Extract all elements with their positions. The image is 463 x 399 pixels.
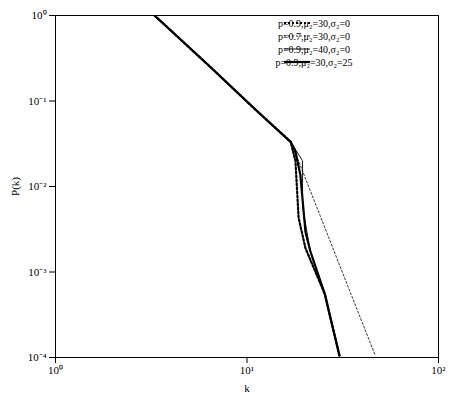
svg-text:P(k): P(k) [9, 177, 22, 196]
svg-text:k: k [244, 382, 250, 394]
svg-text:10⁰: 10⁰ [48, 364, 63, 376]
svg-text:p=0.9,μ₂=40,σ₂=0: p=0.9,μ₂=40,σ₂=0 [278, 44, 350, 55]
svg-text:10²: 10² [431, 364, 446, 376]
svg-text:10¹: 10¹ [240, 364, 254, 376]
svg-text:10⁻²: 10⁻² [28, 180, 47, 192]
svg-text:10⁰: 10⁰ [32, 9, 47, 21]
svg-text:p=0.9,μ₂=30,σ₂=25: p=0.9,μ₂=30,σ₂=25 [275, 57, 352, 68]
svg-text:10⁻⁴: 10⁻⁴ [28, 351, 47, 363]
svg-text:10⁻³: 10⁻³ [28, 266, 47, 278]
svg-text:p=0.7,μ₂=30,σ₂=0: p=0.7,μ₂=30,σ₂=0 [278, 31, 350, 42]
svg-text:10⁻¹: 10⁻¹ [28, 95, 46, 107]
svg-text:p=0.9,μ₂=30,σ₂=0: p=0.9,μ₂=30,σ₂=0 [278, 18, 350, 29]
